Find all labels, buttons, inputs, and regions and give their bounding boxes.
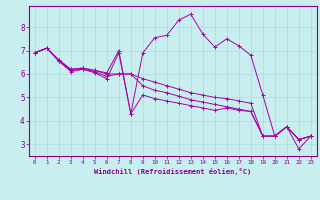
X-axis label: Windchill (Refroidissement éolien,°C): Windchill (Refroidissement éolien,°C) <box>94 168 252 175</box>
